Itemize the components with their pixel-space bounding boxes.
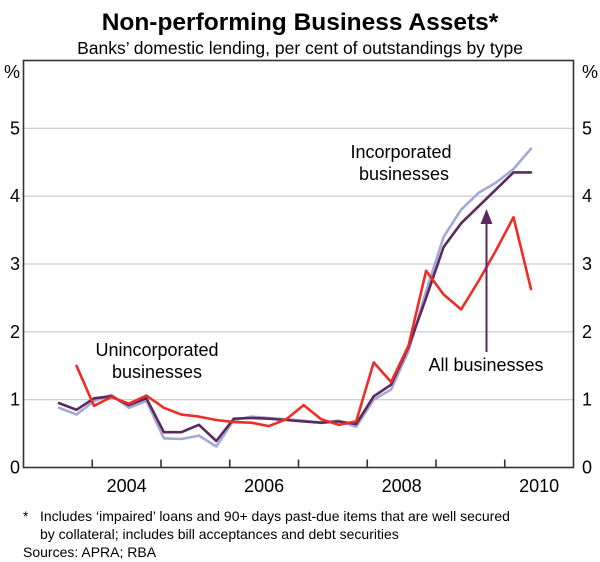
footnote-star: * <box>23 508 29 524</box>
x-axis-labels: 2004 2006 2008 2010 <box>107 476 560 496</box>
x-label-2010: 2010 <box>519 476 559 496</box>
y-label-left-4: 4 <box>10 186 20 206</box>
page-subtitle: Banks’ domestic lending, per cent of out… <box>77 38 523 58</box>
annotation-unincorporated-line1: Unincorporated <box>95 340 218 360</box>
gridlines <box>23 127 574 401</box>
y-axis-unit-right: % <box>582 62 598 82</box>
annotation-unincorporated-line2: businesses <box>112 362 202 382</box>
annotation-all-businesses: All businesses <box>428 355 543 375</box>
annotation-incorporated-line1: Incorporated <box>350 142 451 162</box>
x-label-2006: 2006 <box>244 476 284 496</box>
series-line-unincorporated-businesses <box>75 215 533 428</box>
y-label-right-5: 5 <box>582 118 592 138</box>
y-label-right-3: 3 <box>582 254 592 274</box>
y-label-right-4: 4 <box>582 186 592 206</box>
x-axis-ticks <box>91 459 506 468</box>
series-lines <box>57 147 533 448</box>
page-title: Non-performing Business Assets* <box>102 9 499 36</box>
footnote-line-2: by collateral; includes bill acceptances… <box>40 526 399 542</box>
footnote-line-1: Includes ‘impaired’ loans and 90+ days p… <box>40 508 510 524</box>
all-businesses-arrowhead-icon <box>480 209 493 224</box>
y-label-left-1: 1 <box>10 390 20 410</box>
series-line-all-businesses <box>57 171 533 443</box>
y-label-left-5: 5 <box>10 118 20 138</box>
sources-line: Sources: APRA; RBA <box>23 544 157 560</box>
y-label-right-1: 1 <box>582 390 592 410</box>
y-axis-unit-left: % <box>4 62 20 82</box>
annotations-layer: Unincorporated businesses Incorporated b… <box>95 142 543 382</box>
y-label-left-3: 3 <box>10 254 20 274</box>
y-label-right-0: 0 <box>582 458 592 478</box>
annotation-incorporated-line2: businesses <box>359 164 449 184</box>
x-label-2008: 2008 <box>382 476 422 496</box>
y-axis-labels: 0 0 1 1 2 2 3 3 4 4 5 5 <box>10 118 592 477</box>
series-line-incorporated-businesses <box>57 147 533 448</box>
y-label-left-2: 2 <box>10 322 20 342</box>
y-label-left-0: 0 <box>10 458 20 478</box>
footnotes: * Includes ‘impaired’ loans and 90+ days… <box>23 508 510 560</box>
y-label-right-2: 2 <box>582 322 592 342</box>
x-label-2004: 2004 <box>107 476 147 496</box>
